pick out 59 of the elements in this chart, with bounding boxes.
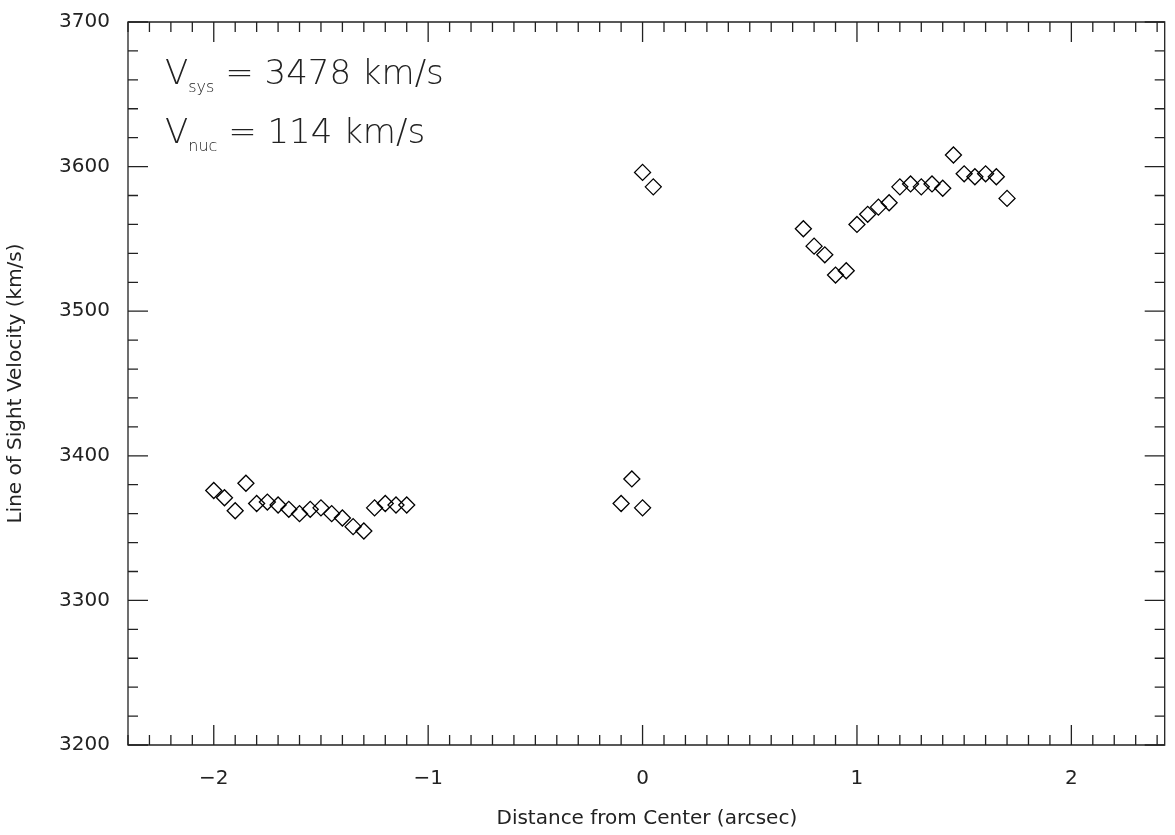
point: [816, 246, 834, 264]
point: [258, 493, 277, 511]
point: [247, 494, 266, 513]
point: [859, 205, 877, 223]
point: [205, 481, 223, 500]
x-tick-label: 1: [850, 765, 864, 790]
point: [998, 189, 1016, 208]
point: [376, 494, 394, 513]
y-tick-label: 3600: [59, 152, 110, 177]
point: [290, 504, 309, 523]
point: [826, 266, 845, 284]
point: [848, 215, 866, 234]
x-tick-label: 0: [636, 765, 649, 790]
point: [237, 474, 255, 492]
point: [880, 194, 898, 212]
point: [280, 500, 298, 518]
point: [226, 502, 244, 520]
point: [923, 175, 941, 193]
y-tick-label: 3700: [59, 8, 110, 33]
y-tick-label: 3500: [59, 297, 110, 322]
point: [644, 178, 662, 196]
point: [323, 504, 341, 523]
point: [891, 178, 909, 196]
point: [612, 494, 630, 513]
point: [365, 499, 384, 517]
point: [966, 168, 984, 186]
point: [398, 496, 416, 514]
point: [355, 522, 373, 540]
point: [901, 175, 920, 193]
point: [912, 178, 930, 196]
y-axis-title: Line of Sight Velocity (km/s): [2, 243, 27, 524]
point: [805, 237, 823, 255]
y-tick-label: 3400: [59, 442, 110, 466]
annotation: V$_{nuc}$ = 114 km/s: [165, 109, 427, 157]
y-tick-label: 3200: [59, 731, 110, 756]
point: [934, 179, 952, 197]
point: [633, 163, 652, 182]
point: [344, 518, 362, 536]
point: [301, 500, 319, 518]
point: [333, 509, 352, 527]
point: [955, 165, 973, 183]
y-tick-label: 3300: [59, 586, 110, 611]
x-tick-label: −2: [199, 765, 229, 790]
point: [633, 499, 652, 517]
point: [944, 146, 963, 164]
point: [623, 470, 641, 488]
point: [312, 499, 330, 517]
x-tick-label: −1: [413, 765, 443, 790]
point: [215, 489, 234, 507]
point: [269, 496, 287, 514]
x-tick-label: 2: [1065, 765, 1078, 790]
point: [987, 168, 1005, 186]
point: [976, 165, 995, 183]
point: [794, 220, 813, 238]
x-axis-title: Distance from Center (arcsec): [496, 805, 798, 830]
point: [387, 496, 405, 514]
point: [869, 198, 888, 216]
point: [837, 262, 855, 280]
annotation: V$_{sys}$ = 3478 km/s: [165, 51, 444, 98]
